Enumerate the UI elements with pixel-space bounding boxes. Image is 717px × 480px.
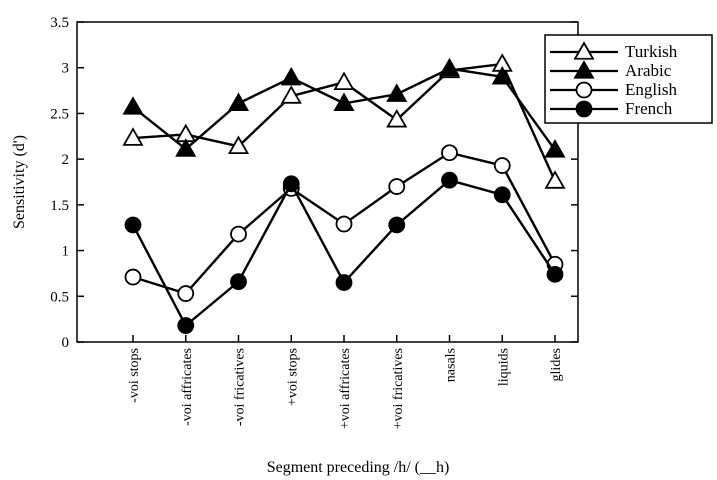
x-tick-label: nasals	[444, 348, 459, 382]
y-tick-label: 1.5	[50, 198, 69, 214]
legend-entry-turkish: Turkish	[550, 41, 678, 61]
series-line	[131, 178, 557, 328]
y-axis: 0 0.5 1 1.5 2 2.5 3 3.5	[50, 15, 578, 351]
legend-marker	[573, 60, 595, 79]
legend-entry-english: English	[550, 80, 677, 99]
data-point	[335, 274, 353, 291]
series-arabic	[122, 57, 566, 158]
data-point	[544, 139, 566, 158]
data-point	[280, 85, 302, 104]
data-point	[438, 57, 461, 77]
data-point	[546, 265, 564, 283]
data-point	[227, 92, 250, 112]
data-point	[491, 66, 513, 85]
data-point	[386, 109, 408, 128]
data-point	[333, 92, 355, 112]
data-point	[493, 186, 511, 204]
data-point	[124, 216, 142, 234]
legend-entry-french: French	[550, 99, 673, 118]
x-tick-label: +voi stops	[285, 348, 300, 406]
data-point	[175, 138, 197, 157]
data-point	[122, 127, 144, 146]
data-point	[441, 171, 458, 189]
y-tick-label: 0.5	[50, 289, 69, 305]
data-point	[177, 317, 195, 334]
series-layer	[122, 53, 566, 334]
x-axis-title: Segment preceding /h/ (__h)	[267, 459, 450, 476]
x-tick-label: +voi fricatives	[391, 348, 406, 429]
x-tick-label: -voi affricates	[180, 348, 195, 426]
x-axis: -voi stops -voi affricates -voi fricatives…	[127, 335, 564, 429]
data-point	[230, 273, 247, 291]
y-tick-label: 2.5	[50, 106, 69, 122]
y-tick-label: 1	[62, 244, 70, 260]
legend-entry-arabic: Arabic	[550, 60, 672, 80]
data-point	[386, 83, 408, 102]
x-tick-label: +voi affricates	[338, 348, 353, 429]
data-point	[124, 268, 142, 286]
legend-marker	[573, 41, 595, 60]
y-tick-label: 2	[62, 152, 70, 168]
legend-marker	[575, 81, 593, 99]
legend-label: Turkish	[625, 42, 678, 61]
plot-frame	[76, 21, 579, 343]
data-point	[230, 225, 247, 243]
data-point	[388, 178, 406, 195]
y-tick-label: 3.5	[50, 15, 69, 31]
legend-label: English	[625, 80, 677, 99]
x-tick-label: -voi stops	[127, 348, 142, 403]
data-point	[388, 216, 406, 234]
y-axis-title: Sensitivity (d')	[11, 135, 28, 229]
data-point	[280, 66, 302, 86]
data-point	[544, 170, 566, 189]
legend-marker	[575, 100, 593, 118]
series-french	[124, 171, 564, 334]
y-tick-label: 3	[62, 61, 70, 77]
data-point	[335, 215, 353, 233]
x-tick-label: -voi fricatives	[233, 348, 248, 426]
data-point	[441, 144, 458, 162]
data-point	[493, 157, 511, 174]
data-point	[282, 175, 300, 193]
legend-label: Arabic	[625, 61, 672, 80]
x-tick-label: liquids	[496, 348, 511, 386]
data-point	[122, 96, 144, 115]
legend-label: French	[625, 99, 673, 118]
data-point	[227, 135, 250, 154]
data-point	[333, 71, 355, 90]
data-point	[177, 285, 195, 302]
x-tick-label: glides	[549, 348, 564, 381]
y-tick-label: 0	[62, 335, 70, 351]
